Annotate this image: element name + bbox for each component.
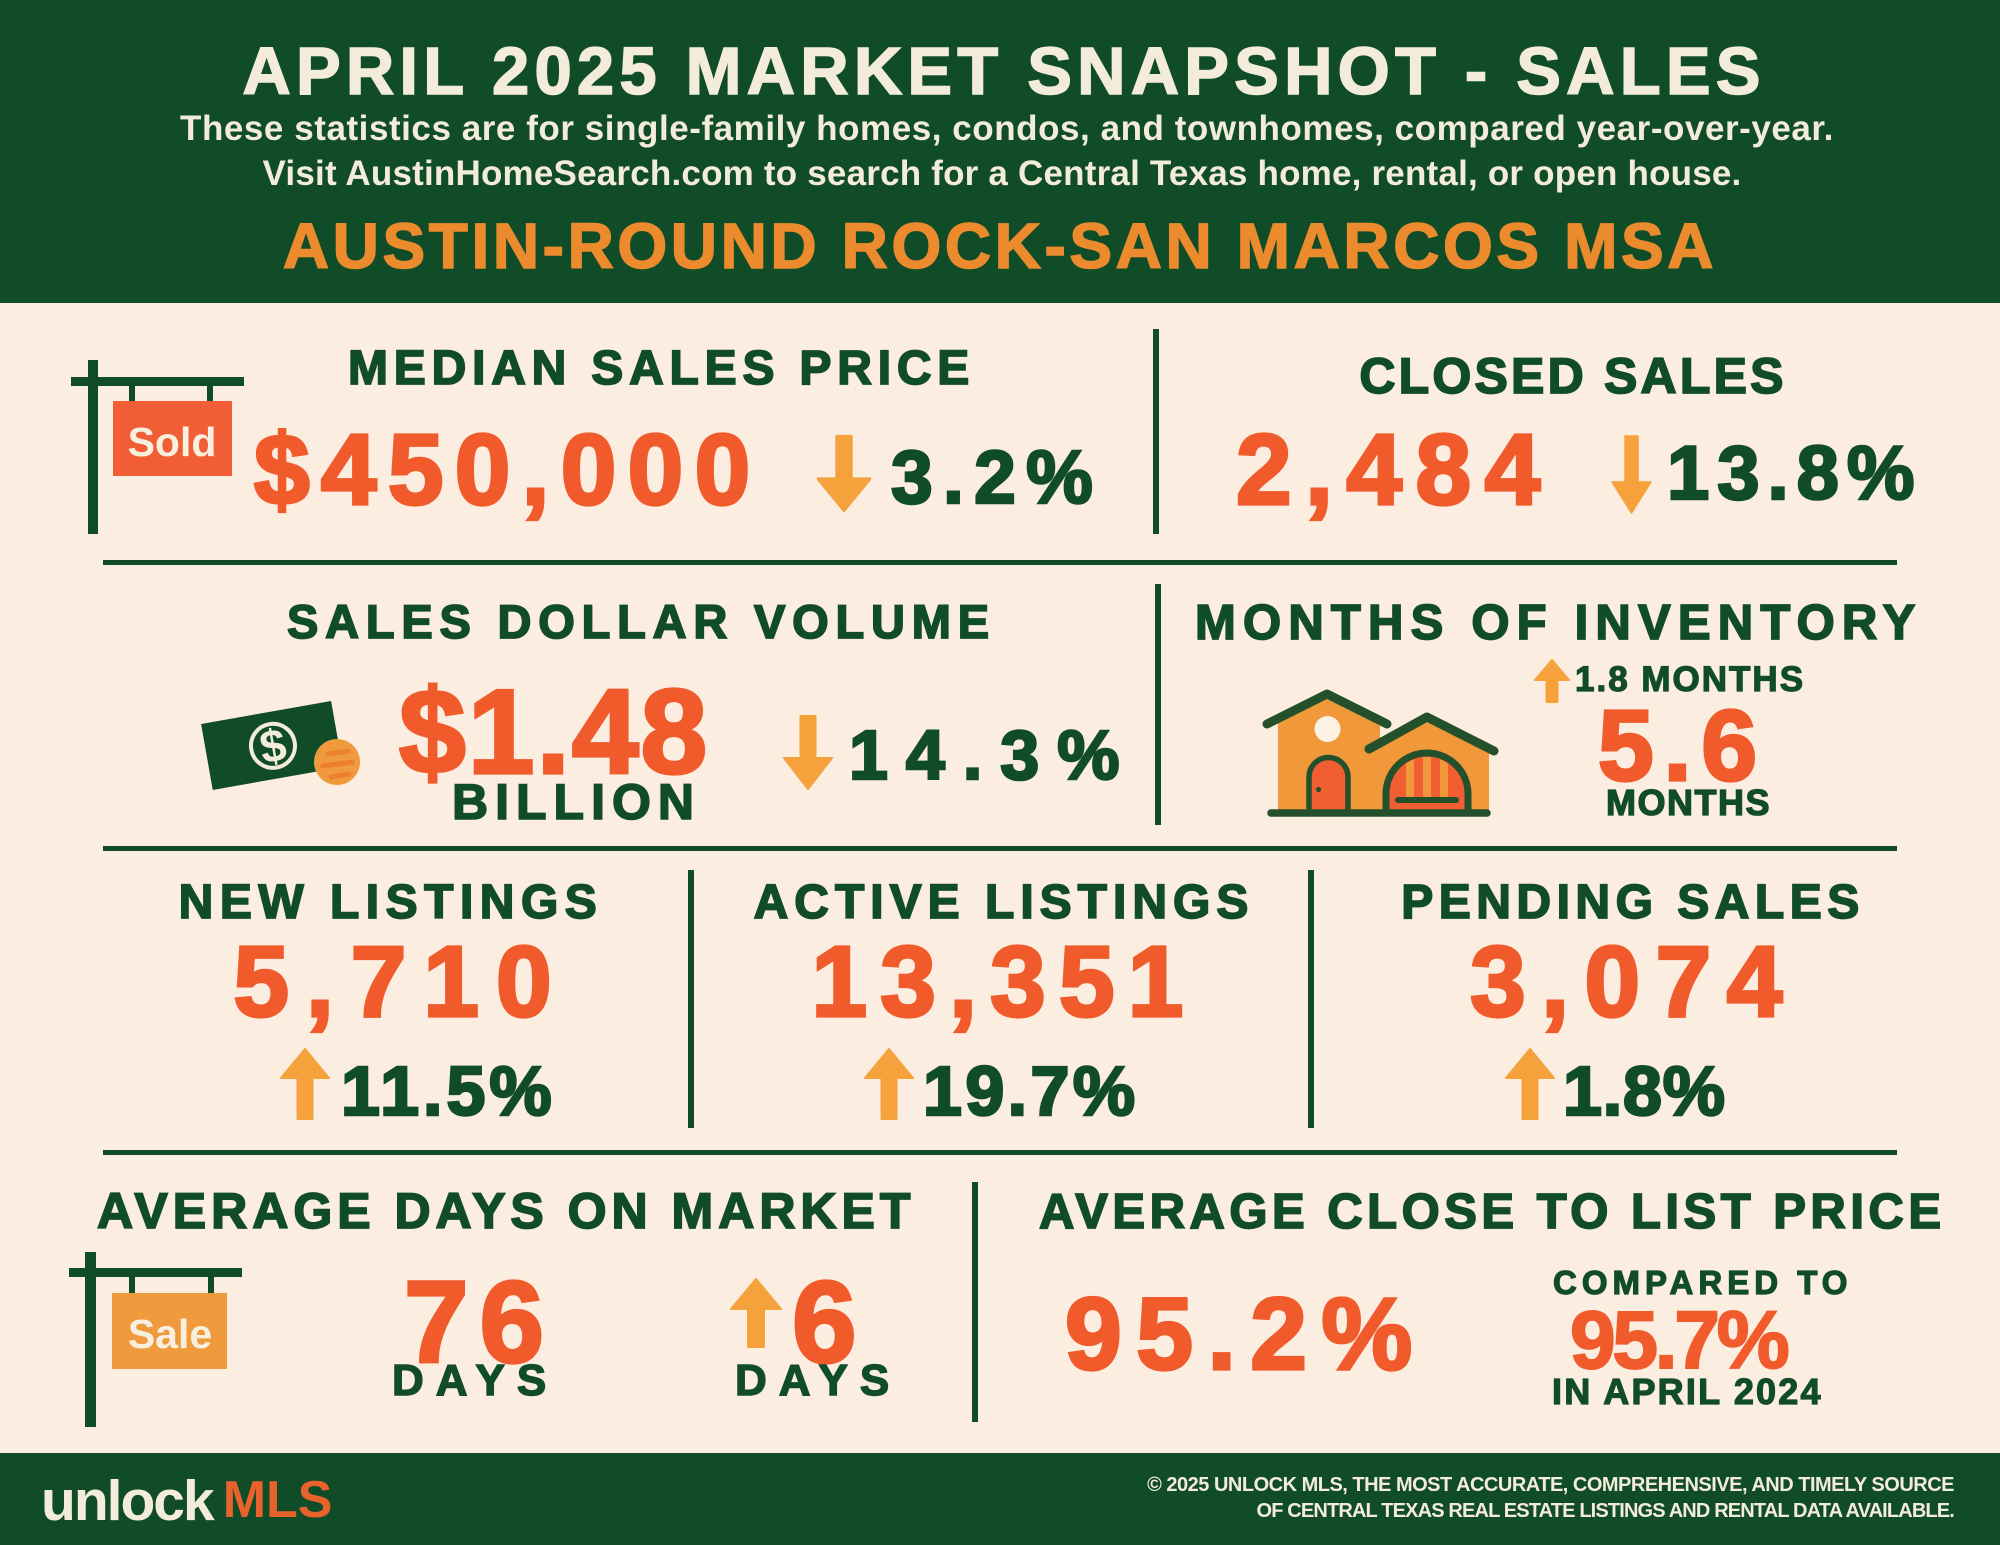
svg-text:Sold: Sold — [128, 419, 217, 465]
svg-text:Sale: Sale — [128, 1311, 212, 1357]
